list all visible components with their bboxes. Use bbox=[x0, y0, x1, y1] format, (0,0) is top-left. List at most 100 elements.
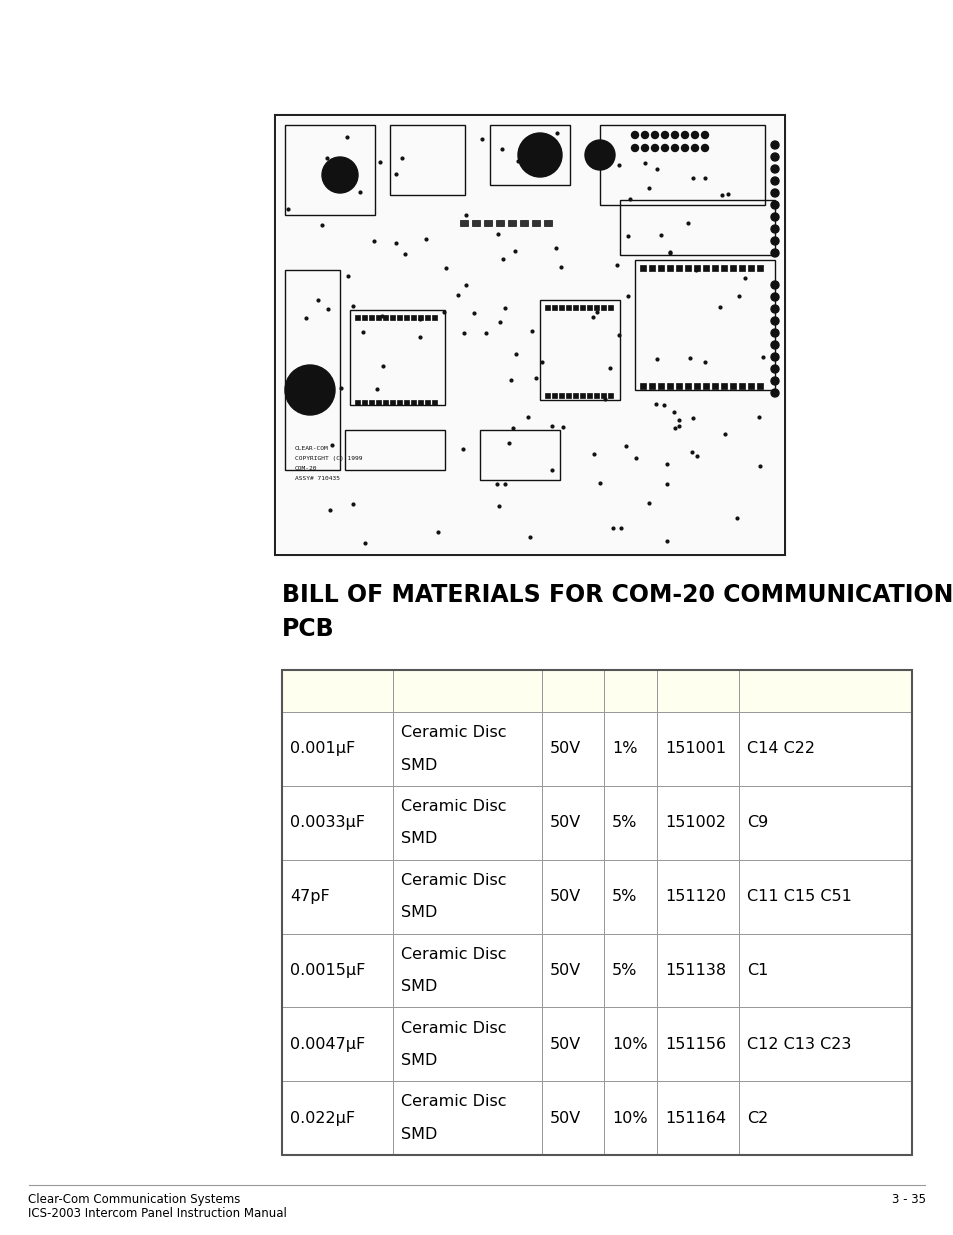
Point bbox=[369, 379, 384, 399]
Bar bbox=[432, 400, 436, 405]
Point bbox=[619, 226, 635, 246]
Point bbox=[659, 531, 674, 551]
Point bbox=[310, 290, 325, 310]
Bar bbox=[738, 713, 911, 785]
Point bbox=[618, 436, 633, 456]
Bar bbox=[599, 125, 764, 205]
Point bbox=[658, 125, 673, 144]
Point bbox=[661, 242, 677, 262]
Circle shape bbox=[285, 366, 335, 415]
Text: 0.0033μF: 0.0033μF bbox=[290, 815, 365, 830]
Point bbox=[649, 350, 664, 369]
Bar bbox=[541, 860, 603, 934]
Circle shape bbox=[770, 293, 779, 301]
Bar bbox=[361, 400, 367, 405]
Bar bbox=[496, 220, 503, 226]
Bar bbox=[390, 315, 395, 320]
Bar bbox=[541, 785, 603, 860]
Bar bbox=[396, 400, 401, 405]
Point bbox=[412, 309, 427, 329]
Text: Ceramic Disc: Ceramic Disc bbox=[400, 1020, 506, 1035]
Circle shape bbox=[631, 144, 638, 152]
Point bbox=[751, 408, 766, 427]
Point bbox=[640, 178, 656, 198]
Point bbox=[605, 519, 620, 538]
Bar bbox=[648, 383, 655, 389]
Bar bbox=[747, 266, 753, 270]
Bar bbox=[738, 671, 911, 713]
Bar bbox=[552, 305, 557, 310]
Circle shape bbox=[770, 282, 779, 289]
Bar bbox=[274, 115, 784, 555]
Point bbox=[503, 370, 518, 390]
Bar bbox=[390, 400, 395, 405]
Bar bbox=[693, 383, 700, 389]
Point bbox=[505, 419, 520, 438]
Point bbox=[697, 352, 712, 372]
Point bbox=[474, 130, 489, 149]
Point bbox=[737, 268, 752, 288]
Text: 151164: 151164 bbox=[664, 1110, 725, 1125]
Bar bbox=[282, 1008, 393, 1081]
Text: 50V: 50V bbox=[549, 815, 580, 830]
Text: 50V: 50V bbox=[549, 963, 580, 978]
Point bbox=[621, 189, 637, 209]
Bar bbox=[684, 383, 690, 389]
Point bbox=[549, 124, 564, 143]
Bar bbox=[603, 934, 657, 1008]
Bar bbox=[565, 393, 571, 398]
Point bbox=[548, 238, 563, 258]
Point bbox=[671, 410, 686, 430]
Point bbox=[712, 298, 727, 317]
Bar bbox=[369, 315, 374, 320]
Circle shape bbox=[680, 144, 688, 152]
Bar bbox=[282, 1081, 393, 1155]
Point bbox=[388, 164, 403, 184]
Bar bbox=[282, 671, 911, 1155]
Point bbox=[501, 433, 517, 453]
Point bbox=[345, 296, 360, 316]
Text: SMD: SMD bbox=[400, 757, 436, 773]
Bar bbox=[702, 266, 708, 270]
Point bbox=[324, 435, 339, 454]
Point bbox=[457, 275, 473, 295]
Text: 151120: 151120 bbox=[664, 889, 725, 904]
Point bbox=[648, 394, 663, 414]
Point bbox=[280, 199, 295, 219]
Circle shape bbox=[651, 144, 658, 152]
Text: COM-20: COM-20 bbox=[294, 466, 317, 471]
Text: BILL OF MATERIALS FOR COM-20 COMMUNICATION: BILL OF MATERIALS FOR COM-20 COMMUNICATI… bbox=[282, 583, 952, 606]
Point bbox=[544, 416, 559, 436]
Circle shape bbox=[770, 305, 779, 312]
Bar bbox=[639, 383, 645, 389]
Bar bbox=[541, 713, 603, 785]
Bar bbox=[483, 220, 492, 226]
Bar bbox=[507, 220, 516, 226]
Bar bbox=[738, 860, 911, 934]
Bar bbox=[432, 315, 436, 320]
Bar bbox=[658, 383, 663, 389]
Circle shape bbox=[770, 341, 779, 350]
Bar bbox=[579, 305, 584, 310]
Circle shape bbox=[770, 141, 779, 149]
Point bbox=[314, 215, 330, 235]
Bar bbox=[396, 315, 401, 320]
Text: 5%: 5% bbox=[612, 815, 637, 830]
Bar bbox=[541, 671, 603, 713]
Text: 10%: 10% bbox=[612, 1036, 647, 1052]
Bar bbox=[586, 305, 592, 310]
Bar bbox=[594, 305, 598, 310]
Bar bbox=[282, 671, 393, 713]
Text: 47pF: 47pF bbox=[290, 889, 330, 904]
Point bbox=[731, 287, 746, 306]
Point bbox=[661, 243, 677, 263]
Text: 50V: 50V bbox=[549, 741, 580, 756]
Bar bbox=[361, 315, 367, 320]
Point bbox=[684, 168, 700, 188]
Bar bbox=[729, 383, 735, 389]
Point bbox=[585, 308, 600, 327]
Point bbox=[450, 285, 465, 305]
Circle shape bbox=[770, 249, 779, 257]
Bar bbox=[382, 315, 388, 320]
Text: 5%: 5% bbox=[612, 963, 637, 978]
